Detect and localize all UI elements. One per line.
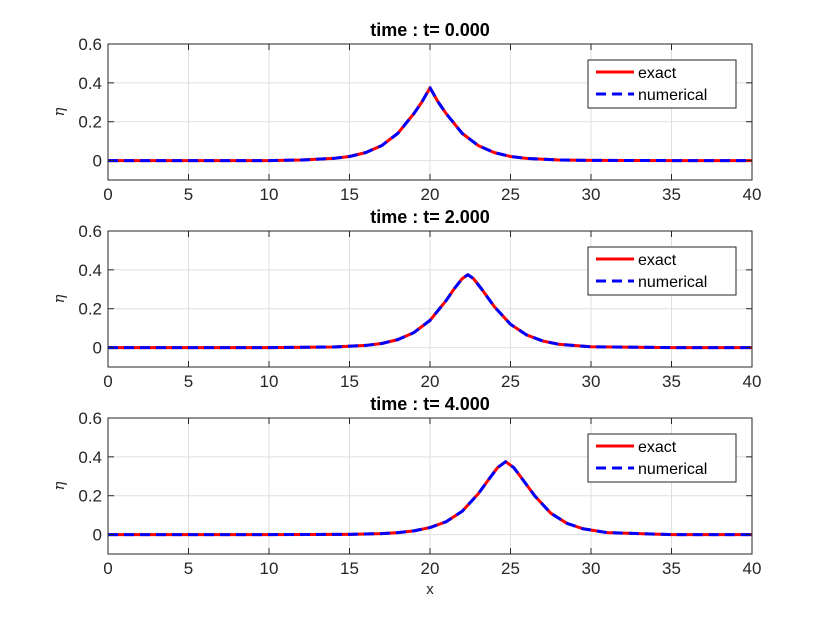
x-tick-label: 25 bbox=[501, 185, 520, 204]
x-tick-label: 15 bbox=[340, 559, 359, 578]
y-tick-label: 0 bbox=[93, 526, 102, 545]
x-tick-label: 5 bbox=[184, 559, 193, 578]
x-tick-label: 0 bbox=[103, 559, 112, 578]
y-tick-label: 0.6 bbox=[78, 35, 102, 54]
y-tick-label: 0.6 bbox=[78, 409, 102, 428]
x-tick-label: 0 bbox=[103, 185, 112, 204]
x-tick-label: 20 bbox=[421, 559, 440, 578]
chart-title: time : t= 2.000 bbox=[370, 207, 490, 227]
x-tick-label: 15 bbox=[340, 372, 359, 391]
x-axis-label: x bbox=[426, 581, 434, 598]
x-tick-label: 35 bbox=[662, 559, 681, 578]
y-axis-label: η bbox=[50, 108, 68, 117]
legend: exact numerical bbox=[587, 433, 737, 483]
x-tick-label: 30 bbox=[582, 185, 601, 204]
legend-label: numerical bbox=[638, 87, 707, 104]
x-tick-label: 10 bbox=[260, 559, 279, 578]
legend-label: exact bbox=[638, 65, 677, 82]
legend-box bbox=[587, 59, 737, 109]
y-axis-label: η bbox=[50, 482, 68, 491]
legend-box bbox=[587, 246, 737, 296]
legend: exact numerical bbox=[587, 246, 737, 296]
x-tick-label: 35 bbox=[662, 185, 681, 204]
y-tick-label: 0.4 bbox=[78, 74, 102, 93]
legend-label: numerical bbox=[638, 461, 707, 478]
x-tick-label: 40 bbox=[743, 372, 762, 391]
x-tick-label: 25 bbox=[501, 559, 520, 578]
legend-label: exact bbox=[638, 252, 677, 269]
chart-panel-3: 0 5 10 15 20 25 30 35 40 0 0.2 0.4 0.6 time : t= 4.00… bbox=[50, 394, 761, 598]
x-tick-label: 40 bbox=[743, 185, 762, 204]
x-tick-label: 35 bbox=[662, 372, 681, 391]
x-tick-label: 10 bbox=[260, 372, 279, 391]
x-tick-label: 15 bbox=[340, 185, 359, 204]
chart-title: time : t= 4.000 bbox=[370, 394, 490, 414]
y-tick-label: 0 bbox=[93, 339, 102, 358]
y-tick-label: 0.2 bbox=[78, 113, 102, 132]
x-tick-label: 30 bbox=[582, 559, 601, 578]
x-tick-label: 25 bbox=[501, 372, 520, 391]
x-tick-label: 10 bbox=[260, 185, 279, 204]
chart-title: time : t= 0.000 bbox=[370, 20, 490, 40]
y-tick-label: 0.4 bbox=[78, 261, 102, 280]
x-tick-label: 40 bbox=[743, 559, 762, 578]
legend-label: numerical bbox=[638, 274, 707, 291]
x-tick-label: 5 bbox=[184, 185, 193, 204]
y-tick-label: 0.6 bbox=[78, 222, 102, 241]
chart-panel-1: 0 5 10 15 20 25 30 35 40 0 0.2 0.4 0.6 time : t= 0.00… bbox=[50, 20, 761, 204]
y-tick-label: 0.4 bbox=[78, 448, 102, 467]
x-tick-label: 5 bbox=[184, 372, 193, 391]
y-axis-label: η bbox=[50, 295, 68, 304]
legend: exact numerical bbox=[587, 59, 737, 109]
x-tick-label: 20 bbox=[421, 372, 440, 391]
y-tick-label: 0.2 bbox=[78, 300, 102, 319]
y-tick-label: 0 bbox=[93, 152, 102, 171]
legend-box bbox=[587, 433, 737, 483]
chart-panel-2: 0 5 10 15 20 25 30 35 40 0 0.2 0.4 0.6 time : t= 2.00… bbox=[50, 207, 761, 391]
x-tick-label: 0 bbox=[103, 372, 112, 391]
y-tick-label: 0.2 bbox=[78, 487, 102, 506]
x-tick-label: 20 bbox=[421, 185, 440, 204]
series-line-numerical bbox=[108, 86, 752, 163]
legend-label: exact bbox=[638, 439, 677, 456]
series-line-numerical bbox=[108, 273, 752, 350]
series-line-numerical bbox=[108, 460, 752, 537]
x-tick-label: 30 bbox=[582, 372, 601, 391]
